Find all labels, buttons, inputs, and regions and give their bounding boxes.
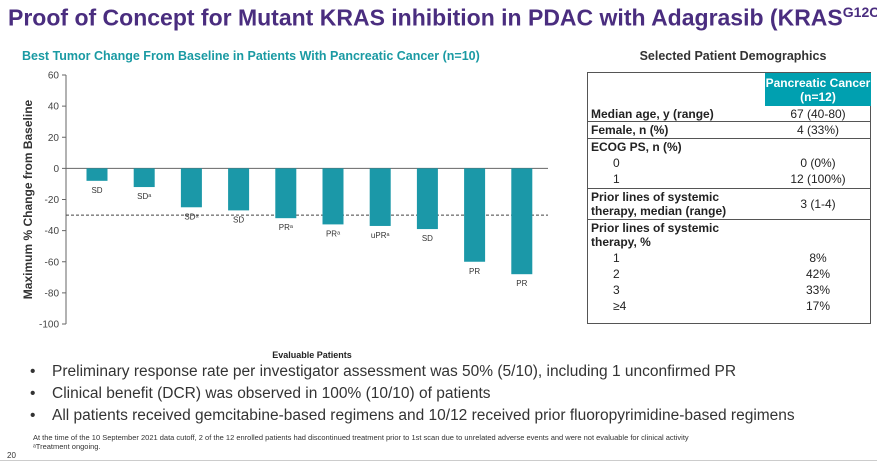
- y-axis-label: Maximum % Change from Baseline: [21, 99, 35, 299]
- bar-label: SD: [91, 186, 102, 195]
- table-row-prior-median: Prior lines of systemic therapy, median …: [588, 189, 870, 220]
- bar: [86, 168, 108, 181]
- y-tick-label: 20: [48, 133, 60, 144]
- bar: [416, 168, 438, 230]
- bar: [464, 168, 486, 262]
- footnote-2: ᵃTreatment ongoing.: [33, 442, 101, 451]
- bar-label: PR: [469, 267, 480, 276]
- bar: [511, 168, 533, 275]
- bar-label: SDᵃ: [137, 192, 152, 201]
- table-header: Pancreatic Cancer (n=12): [588, 73, 871, 106]
- table-row-prior-pct: Prior lines of systemic therapy, % 1 8% …: [591, 221, 831, 313]
- bar: [228, 168, 250, 211]
- table-row-ecog: ECOG PS, n (%) 0 0 (0%) 1 12 (100%): [588, 139, 870, 189]
- bar: [322, 168, 344, 225]
- bar: [180, 168, 202, 208]
- table-row-age: Median age, y (range) 67 (40-80): [588, 73, 870, 122]
- bar-label: uPRᵃ: [371, 231, 391, 240]
- bottom-divider: [0, 460, 877, 461]
- y-tick-label: 60: [48, 71, 60, 82]
- bar-label: PRᵃ: [279, 223, 294, 232]
- chart-title: Best Tumor Change From Baseline in Patie…: [22, 49, 480, 63]
- bullet-item: All patients received gemcitabine-based …: [28, 406, 868, 428]
- y-tick-label: -20: [45, 195, 60, 206]
- bullet-item: Clinical benefit (DCR) was observed in 1…: [28, 384, 868, 406]
- y-tick-label: -80: [45, 288, 60, 299]
- table-row-female: Female, n (%) 4 (33%): [588, 122, 870, 139]
- bullet-list: Preliminary response rate per investigat…: [28, 362, 868, 428]
- bar-label: PR: [516, 279, 527, 288]
- demographics-table: Pancreatic Cancer (n=12) Median age, y (…: [587, 72, 871, 324]
- bar: [133, 168, 155, 188]
- bar: [369, 168, 391, 226]
- bar: [275, 168, 297, 219]
- bar-label: SD: [422, 234, 433, 243]
- slide-title: Proof of Concept for Mutant KRAS inhibit…: [8, 4, 877, 31]
- header-pancreatic-cancer: Pancreatic Cancer (n=12): [765, 73, 871, 106]
- bar-label: PRᵃ: [326, 229, 341, 238]
- demographics-title: Selected Patient Demographics: [639, 49, 827, 63]
- footnotes: At the time of the 10 September 2021 dat…: [33, 433, 863, 451]
- y-tick-label: 0: [53, 164, 59, 175]
- y-tick-label: -40: [45, 226, 60, 237]
- y-tick-label: 40: [48, 102, 60, 113]
- x-axis-label: Evaluable Patients: [272, 350, 352, 360]
- y-tick-label: -60: [45, 257, 60, 268]
- bar-label: SDᵃ: [184, 212, 199, 221]
- y-tick-label: -100: [39, 320, 59, 331]
- page-number: 20: [7, 451, 16, 460]
- bar-label: SD: [233, 215, 244, 224]
- bullet-item: Preliminary response rate per investigat…: [28, 362, 868, 384]
- waterfall-chart: 60 40 20 0 -20 -40 -60 -80 -100 SD SDᵃ SDᵃ SD PRᵃ PRᵃ u…: [21, 71, 548, 360]
- footnote-1: At the time of the 10 September 2021 dat…: [33, 433, 689, 442]
